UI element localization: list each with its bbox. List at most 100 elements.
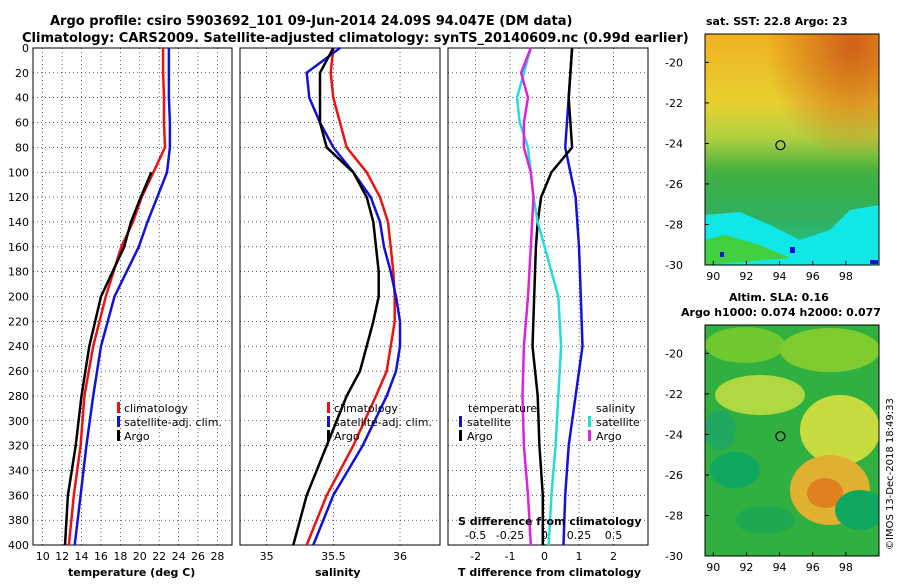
temp-legend-satellite-swatch bbox=[117, 416, 120, 427]
sla-map-subtitle: Argo h1000: 0.074 h2000: 0.077 bbox=[681, 306, 881, 319]
temperature-tick-label: 20 bbox=[133, 550, 147, 563]
depth-tick-label: 100 bbox=[8, 166, 29, 179]
depth-tick-label: 280 bbox=[8, 390, 29, 403]
depth-tick-label: 240 bbox=[8, 340, 29, 353]
depth-tick-label: 300 bbox=[8, 415, 29, 428]
diff-legend-temp-argo-swatch bbox=[459, 430, 462, 441]
temperature-tick-label: 14 bbox=[75, 550, 89, 563]
depth-tick-label: 120 bbox=[8, 191, 29, 204]
sal-legend-argo: Argo bbox=[334, 430, 360, 443]
map-lon-tick-label: 98 bbox=[839, 561, 853, 574]
diff-legend-temp-satellite-swatch bbox=[459, 416, 462, 427]
temperature-panel-frame bbox=[32, 47, 233, 546]
temp-legend-satellite: satellite-adj. clim. bbox=[124, 416, 222, 429]
map-lon-tick-label: 94 bbox=[773, 270, 787, 283]
depth-tick-label: 400 bbox=[8, 539, 29, 552]
s-difference-tick-label: 0 bbox=[541, 529, 548, 542]
depth-tick-label: 180 bbox=[8, 266, 29, 279]
sal-argo-line bbox=[292, 47, 380, 546]
map-lat-tick-label: -26 bbox=[665, 469, 683, 482]
salinity-axis-label: salinity bbox=[315, 566, 361, 579]
temp-climatology-line bbox=[67, 48, 167, 546]
t-difference-tick-label: -1 bbox=[505, 550, 516, 563]
figure-title-line1: Argo profile: csiro 5903692_101 09-Jun-2… bbox=[50, 14, 572, 29]
depth-tick-label: 360 bbox=[8, 489, 29, 502]
map-lon-tick-label: 90 bbox=[706, 270, 720, 283]
figure-title-line2: Climatology: CARS2009. Satellite-adjuste… bbox=[22, 31, 689, 46]
sla-map-title: Altim. SLA: 0.16 bbox=[729, 291, 829, 304]
map-lat-tick-label: -24 bbox=[665, 137, 683, 150]
sst-argo-location-marker bbox=[775, 140, 786, 151]
temp-legend-argo: Argo bbox=[124, 430, 150, 443]
map-lon-tick-label: 92 bbox=[739, 561, 753, 574]
t-difference-tick-label: 1 bbox=[576, 550, 583, 563]
diff-legend-temperature-title: temperature bbox=[468, 402, 537, 415]
sla-map-image bbox=[705, 325, 879, 556]
map-lat-tick-label: -30 bbox=[665, 550, 683, 563]
imos-credit: ©IMOS 13-Dec-2018 18:49:33 bbox=[885, 398, 896, 550]
s-difference-tick-label: -0.5 bbox=[465, 529, 486, 542]
difference-legend: temperature satellite Argo salinity sate… bbox=[459, 402, 640, 443]
map-lon-tick-label: 94 bbox=[773, 561, 787, 574]
map-lat-tick-label: -30 bbox=[665, 259, 683, 272]
map-lat-tick-label: -20 bbox=[665, 56, 683, 69]
depth-tick-label: 200 bbox=[8, 291, 29, 304]
depth-tick-label: 140 bbox=[8, 216, 29, 229]
temp-legend-argo-swatch bbox=[117, 430, 120, 441]
depth-tick-label: 20 bbox=[15, 67, 29, 80]
map-lat-tick-label: -26 bbox=[665, 178, 683, 191]
salinity-legend: climatology satellite-adj. clim. Argo bbox=[327, 402, 432, 443]
sal-legend-satellite-swatch bbox=[327, 416, 330, 427]
sst-map-title: sat. SST: 22.8 Argo: 23 bbox=[706, 15, 848, 28]
diff-temp-argo-line bbox=[531, 47, 574, 545]
diff-legend-sal-argo-swatch bbox=[588, 430, 591, 441]
temperature-tick-label: 10 bbox=[36, 550, 50, 563]
diff-temp-satellite-line bbox=[562, 47, 584, 546]
sla-map-frame bbox=[704, 324, 880, 557]
temperature-tick-label: 18 bbox=[113, 550, 127, 563]
sla-argo-location-marker bbox=[775, 431, 786, 442]
temperature-tick-label: 28 bbox=[210, 550, 224, 563]
diff-legend-sal-satellite: satellite bbox=[596, 416, 640, 429]
t-difference-tick-label: -2 bbox=[470, 550, 481, 563]
s-difference-tick-label: -0.25 bbox=[496, 529, 524, 542]
depth-tick-label: 260 bbox=[8, 365, 29, 378]
s-difference-tick-label: 0.5 bbox=[605, 529, 623, 542]
t-difference-axis-label: T difference from climatology bbox=[458, 566, 641, 579]
sst-map-image bbox=[705, 34, 879, 265]
diff-legend-temp-satellite: satellite bbox=[467, 416, 511, 429]
depth-tick-label: 40 bbox=[15, 92, 29, 105]
depth-tick-label: 160 bbox=[8, 241, 29, 254]
sal-legend-satellite: satellite-adj. clim. bbox=[334, 416, 432, 429]
depth-tick-label: 220 bbox=[8, 315, 29, 328]
t-difference-tick-label: 2 bbox=[610, 550, 617, 563]
depth-tick-label: 0 bbox=[22, 42, 29, 55]
temp-legend-climatology: climatology bbox=[124, 402, 188, 415]
map-lat-tick-label: -24 bbox=[665, 428, 683, 441]
s-difference-axis-label: S difference from climatology bbox=[458, 515, 642, 528]
depth-tick-label: 340 bbox=[8, 464, 29, 477]
sal-satellite-line bbox=[305, 46, 402, 546]
diff-legend-temp-argo: Argo bbox=[467, 430, 493, 443]
map-lat-tick-label: -22 bbox=[665, 388, 683, 401]
map-lat-tick-label: -28 bbox=[665, 509, 683, 522]
temp-satellite-line bbox=[73, 48, 172, 546]
sal-legend-argo-swatch bbox=[327, 430, 330, 441]
map-lon-tick-label: 96 bbox=[806, 270, 820, 283]
depth-tick-label: 60 bbox=[15, 117, 29, 130]
depth-tick-label: 80 bbox=[15, 141, 29, 154]
temperature-tick-label: 22 bbox=[152, 550, 166, 563]
t-difference-tick-label: 0 bbox=[541, 550, 548, 563]
temperature-tick-label: 24 bbox=[172, 550, 186, 563]
map-lon-tick-label: 96 bbox=[806, 561, 820, 574]
map-lat-tick-label: -28 bbox=[665, 218, 683, 231]
map-lon-tick-label: 92 bbox=[739, 270, 753, 283]
sal-legend-climatology: climatology bbox=[334, 402, 398, 415]
diff-sal-satellite-line bbox=[515, 47, 563, 546]
depth-tick-label: 320 bbox=[8, 440, 29, 453]
salinity-tick-label: 35 bbox=[260, 550, 274, 563]
map-lat-tick-label: -22 bbox=[665, 97, 683, 110]
temperature-tick-label: 16 bbox=[94, 550, 108, 563]
sst-map-frame bbox=[704, 33, 880, 266]
